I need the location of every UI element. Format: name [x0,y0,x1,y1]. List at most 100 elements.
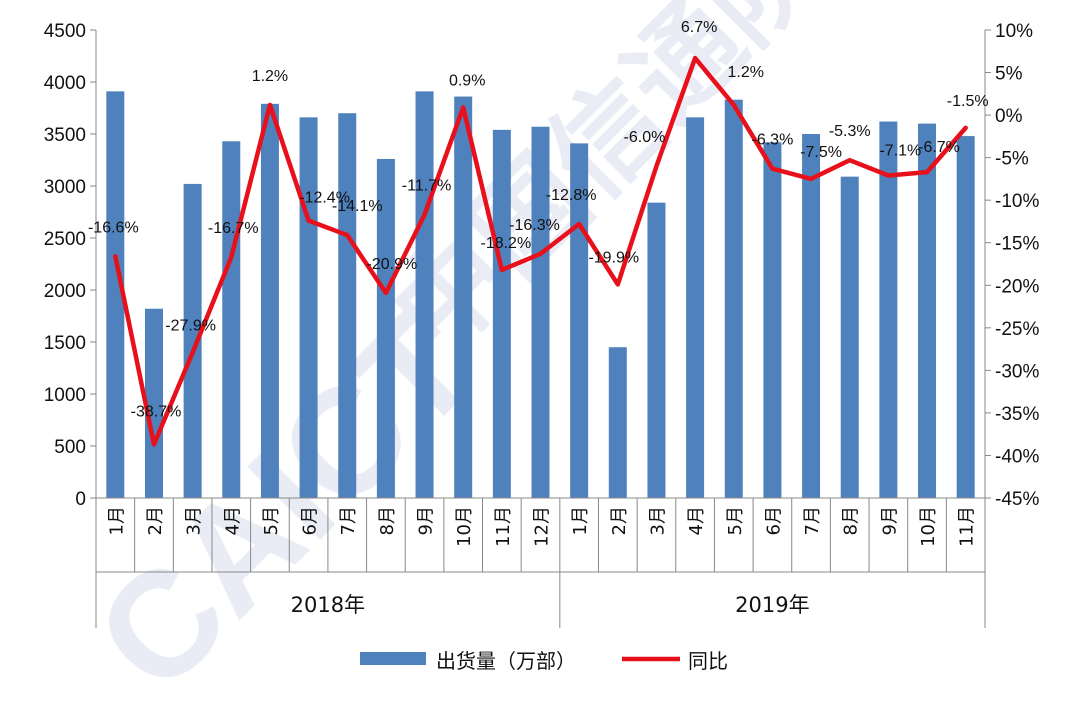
x-tick-label: 11月 [493,506,514,547]
bar-15 [647,202,666,498]
line-data-label: -20.9% [367,256,418,273]
x-tick-label: 1月 [570,506,591,535]
line-data-label: -1.5% [947,93,989,110]
x-tick-label: 4月 [222,506,243,535]
line-data-label: -6.3% [752,132,794,149]
line-data-label: 1.2% [728,64,764,81]
bar-8 [376,158,395,498]
line-data-label: -16.3% [509,217,560,234]
x-tick-label: 2月 [609,506,630,535]
line-data-label: -16.7% [208,220,259,237]
legend: 出货量（万部） 同比 [360,649,728,673]
bar-11 [492,129,511,498]
line-data-label: -11.7% [402,178,452,195]
line-data-label: -7.5% [800,144,842,161]
x-tick-label: 5月 [725,506,746,535]
bar-5 [260,103,279,498]
left-tick-label: 0 [75,489,86,510]
x-tick-label: 9月 [416,506,437,535]
line-data-label: -6.0% [624,129,666,146]
line-data-label: -12.4% [299,190,350,207]
right-tick-label: -15% [995,234,1039,255]
right-tick-label: -10% [995,191,1039,212]
x-tick-label: 10月 [454,506,475,547]
legend-bar-swatch [360,652,426,665]
right-tick-label: -5% [995,149,1029,170]
x-tick-label: 8月 [377,506,398,535]
left-tick-label: 3000 [44,177,86,198]
left-tick-label: 1500 [44,333,86,354]
x-tick-label: 10月 [918,506,939,547]
line-data-label: 0.9% [449,72,485,89]
bar-6 [299,117,318,499]
x-tick-label: 8月 [841,506,862,535]
line-data-label: 1.2% [252,68,288,85]
left-tick-label: 500 [54,437,86,458]
line-data-label: -14.1% [332,198,383,215]
x-tick-label: 6月 [300,506,321,535]
line-data-label: -6.7% [918,139,960,156]
legend-line-label: 同比 [688,649,728,673]
x-tick-label: 1月 [106,506,127,535]
x-tick-label: 4月 [686,506,707,535]
x-tick-label: 5月 [261,506,282,535]
bar-20 [840,176,859,498]
x-tick-label: 7月 [802,506,823,535]
right-tick-label: -40% [995,446,1039,467]
right-tick-label: -45% [995,489,1039,510]
bar-23 [956,136,975,498]
bar-series [106,91,975,499]
right-tick-label: -25% [995,319,1039,340]
line-series [113,55,968,447]
line-data-label: -38.7% [131,403,182,420]
bar-18 [763,142,782,498]
x-tick-label: 6月 [763,506,784,535]
bar-1 [106,91,125,499]
bar-14 [608,347,627,498]
left-tick-label: 1000 [44,385,86,406]
x-tick-label: 11月 [957,506,978,547]
line-data-label: -7.1% [879,143,921,160]
left-tick-label: 4000 [44,73,86,94]
line-data-label: -18.2% [480,235,531,252]
line-data-label: -19.9% [588,249,639,266]
bar-7 [338,113,357,498]
right-tick-label: -30% [995,361,1039,382]
x-tick-label: 3月 [184,506,205,535]
line-data-label: -12.8% [546,187,597,204]
x-tick-label: 2月 [145,506,166,535]
x-tick-label: 7月 [338,506,359,535]
x-group-label: 2018年 [291,593,365,617]
axes: 0 500 1000 1500 2000 2500 3000 3500 4000 4500 -45%… [44,21,1039,628]
left-tick-label: 2500 [44,229,86,250]
left-tick-label: 4500 [44,21,86,42]
bar-3 [183,183,202,499]
bar-16 [686,117,705,499]
line-data-label: -16.6% [88,219,139,236]
line-data-label: -27.9% [165,317,216,334]
bar-21 [879,121,898,499]
line-data-label: 6.7% [681,19,717,36]
bar-2 [144,308,163,498]
right-tick-label: 10% [995,21,1033,42]
x-tick-label: 3月 [647,506,668,535]
yoy-line [113,55,968,447]
bar-10 [454,96,473,498]
x-tick-label: 12月 [532,506,553,547]
x-group-label: 2019年 [735,593,809,617]
legend-bar-label: 出货量（万部） [436,649,576,673]
right-tick-label: 5% [995,64,1023,85]
bar-4 [222,141,241,498]
right-tick-label: 0% [995,106,1023,127]
right-tick-label: -35% [995,404,1039,425]
line-data-label: -5.3% [829,123,871,140]
bar-17 [724,99,743,499]
bar-12 [531,126,550,498]
x-tick-label: 9月 [879,506,900,535]
left-tick-label: 3500 [44,125,86,146]
right-tick-label: -20% [995,276,1039,297]
bar-22 [918,123,937,498]
data-labels: -16.6% -38.7% -27.9% -16.7% 1.2% -12.4%-14.1%… [88,19,989,420]
